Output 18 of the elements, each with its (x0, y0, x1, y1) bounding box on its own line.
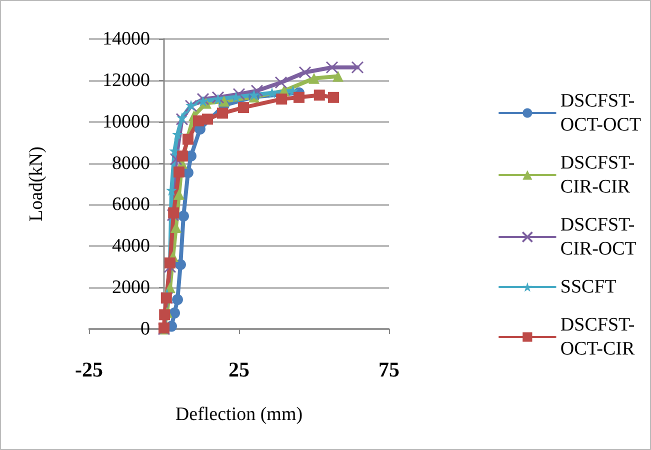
y-tick-label: 14000 (102, 28, 150, 50)
y-axis-title: Load(kN) (26, 146, 47, 222)
y-tick-label: 2000 (112, 277, 150, 298)
y-tick-label: 4000 (112, 236, 150, 257)
x-tick-label: 75 (378, 358, 400, 382)
legend-label: DSCFST-OCT-OCT (560, 90, 642, 136)
y-tick-label: 10000 (102, 111, 150, 132)
legend-label: DSCFST-OCT-CIR (560, 314, 635, 360)
x-axis-title: Deflection (mm) (175, 404, 303, 425)
legend-label: DSCFST- CIR-OCT (560, 214, 637, 260)
y-tick-label: 0 (140, 318, 150, 340)
y-tick-label: 8000 (112, 152, 150, 174)
x-tick-label: 25 (228, 358, 250, 382)
legend-label: SSCFT (560, 276, 617, 298)
legend-label: DSCFST- CIR-CIR (560, 152, 635, 198)
y-tick-label: 6000 (112, 194, 150, 216)
x-tick-label: -25 (75, 358, 103, 382)
y-tick-label: 12000 (102, 70, 150, 91)
